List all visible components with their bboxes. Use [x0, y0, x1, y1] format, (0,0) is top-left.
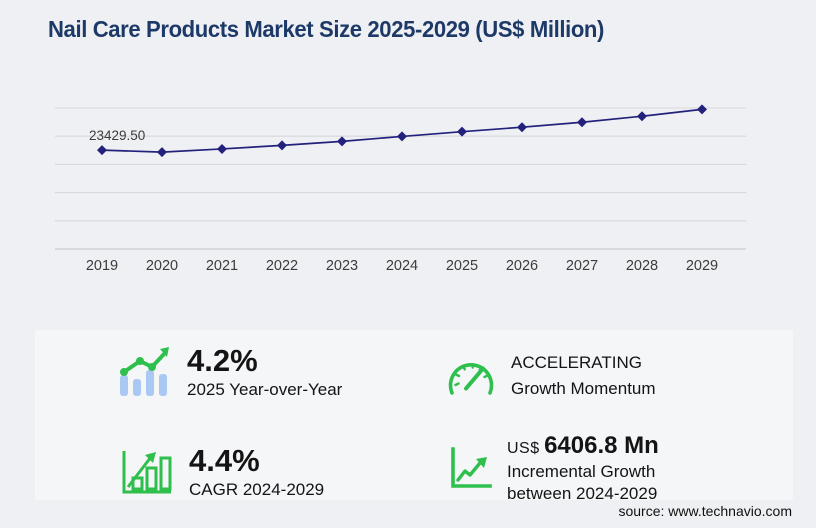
data-point-2020 — [157, 147, 167, 158]
cagr-label: CAGR 2024-2029 — [189, 480, 325, 500]
data-point-2028 — [637, 111, 647, 122]
data-point-2025 — [457, 126, 467, 137]
stat-cagr-text: 4.4% CAGR 2024-2029 — [189, 443, 325, 500]
x-tick-2019: 2019 — [86, 258, 118, 274]
x-tick-2020: 2020 — [146, 258, 178, 274]
x-tick-2024: 2024 — [386, 258, 418, 274]
data-point-2023 — [337, 136, 347, 147]
yoy-label: 2025 Year-over-Year — [187, 380, 343, 400]
market-size-chart: 23429.50 2019 2020 2021 2022 2023 2024 2025 2026… — [40, 80, 790, 280]
stat-incremental-text: US$ 6406.8 Mn Incremental Growth between… — [507, 432, 659, 504]
x-tick-2027: 2027 — [566, 258, 598, 274]
market-line-chart: 23429.50 2019 2020 2021 2022 2023 2024 2025 2026… — [55, 104, 746, 274]
x-tick-2028: 2028 — [626, 258, 658, 274]
stat-momentum-text: ACCELERATING Growth Momentum — [511, 350, 656, 401]
stat-cagr: 4.4% CAGR 2024-2029 — [120, 443, 325, 500]
data-point-2027 — [577, 117, 587, 128]
series-line — [101, 108, 703, 153]
bar-trend-arrow-icon — [120, 347, 169, 397]
yoy-value: 4.2% — [187, 343, 258, 378]
data-point-2022 — [277, 140, 287, 151]
x-tick-2021: 2021 — [206, 258, 238, 274]
cagr-value: 4.4% — [189, 443, 260, 478]
speedometer-icon — [448, 362, 494, 395]
data-label-2019: 23429.50 — [89, 128, 145, 143]
incremental-label-line2: between 2024-2029 — [507, 483, 658, 503]
data-point-2019 — [97, 145, 107, 156]
x-tick-2026: 2026 — [506, 258, 538, 274]
x-tick-2025: 2025 — [446, 258, 478, 274]
page-title: Nail Care Products Market Size 2025-2029… — [48, 16, 605, 42]
source-attribution: source: www.technavio.com — [618, 503, 792, 519]
incremental-value-line: US$ 6406.8 Mn — [507, 432, 659, 460]
data-point-2021 — [217, 143, 227, 154]
x-tick-2022: 2022 — [266, 258, 298, 274]
stat-incremental: US$ 6406.8 Mn Incremental Growth between… — [450, 432, 659, 504]
x-tick-2029: 2029 — [686, 258, 718, 274]
momentum-line1: ACCELERATING — [511, 353, 642, 372]
stat-momentum: ACCELERATING Growth Momentum — [446, 350, 656, 401]
data-point-2024 — [397, 131, 407, 142]
incremental-label-line1: Incremental Growth — [507, 461, 656, 481]
zigzag-growth-icon — [451, 446, 492, 488]
stat-yoy-text: 4.2% 2025 Year-over-Year — [187, 343, 343, 400]
incremental-currency: US$ — [507, 440, 540, 457]
data-point-2026 — [517, 122, 527, 133]
momentum-line2: Growth Momentum — [511, 378, 656, 398]
incremental-value: 6406.8 Mn — [544, 432, 659, 459]
outlined-bar-growth-icon — [122, 451, 172, 494]
stat-yoy: 4.2% 2025 Year-over-Year — [116, 343, 343, 400]
data-point-2029 — [697, 104, 707, 115]
x-tick-2023: 2023 — [326, 258, 358, 274]
